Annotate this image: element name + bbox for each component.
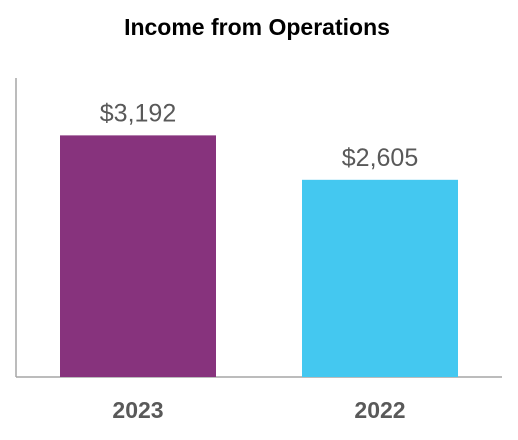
x-tick-label-2023: 2023 [112,397,163,423]
bar-2023 [60,135,216,377]
x-tick-label-2022: 2022 [354,397,405,423]
data-label-2022: $2,605 [342,144,418,172]
bar-2022 [302,179,458,377]
data-label-2023: $3,192 [100,99,176,127]
chart-title: Income from Operations [124,14,390,40]
bars-group: $3,192 2023 $2,605 2022 [60,99,458,423]
